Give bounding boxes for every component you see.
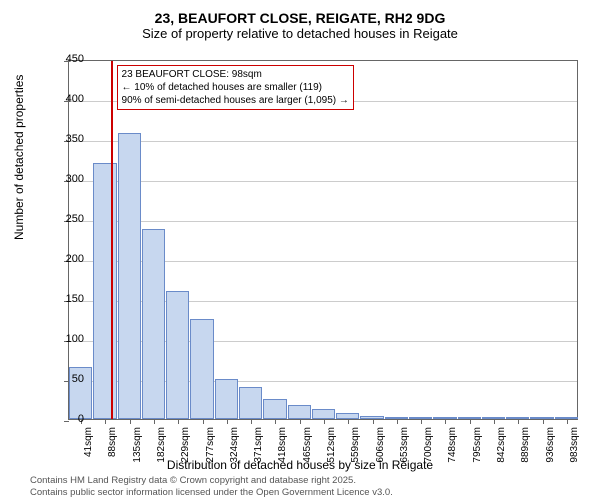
x-tick [543,419,544,424]
x-tick-label: 889sqm [520,427,531,477]
x-tick-label: 559sqm [350,427,361,477]
chart-subtitle: Size of property relative to detached ho… [0,26,600,47]
x-tick [324,419,325,424]
x-tick [518,419,519,424]
y-tick-label: 200 [44,253,84,265]
x-tick [227,419,228,424]
x-tick-label: 653sqm [399,427,410,477]
annotation-line: ← 10% of detached houses are smaller (11… [122,81,349,94]
x-tick [397,419,398,424]
x-tick-label: 371sqm [253,427,264,477]
x-tick [421,419,422,424]
x-tick [251,419,252,424]
attribution-line: Contains public sector information licen… [30,487,393,498]
histogram-bar [263,399,286,419]
x-tick [567,419,568,424]
x-tick [275,419,276,424]
chart-title: 23, BEAUFORT CLOSE, REIGATE, RH2 9DG [0,0,600,26]
x-tick-label: 418sqm [277,427,288,477]
x-tick-label: 324sqm [229,427,240,477]
annotation-box: 23 BEAUFORT CLOSE: 98sqm← 10% of detache… [117,65,354,110]
gridline [69,221,577,222]
x-tick-label: 465sqm [302,427,313,477]
gridline [69,181,577,182]
histogram-bar [93,163,116,419]
x-tick-label: 88sqm [107,427,118,477]
y-tick-label: 450 [44,53,84,65]
histogram-bar [190,319,213,419]
x-tick [130,419,131,424]
x-tick-label: 41sqm [83,427,94,477]
x-tick-label: 700sqm [423,427,434,477]
x-tick-label: 936sqm [545,427,556,477]
x-tick [373,419,374,424]
gridline [69,141,577,142]
histogram-bar [166,291,189,419]
y-axis-label: Number of detached properties [12,75,26,240]
y-tick-label: 150 [44,293,84,305]
x-tick-label: 983sqm [569,427,580,477]
plot-area: 23 BEAUFORT CLOSE: 98sqm← 10% of detache… [68,60,578,420]
x-tick-label: 795sqm [472,427,483,477]
x-tick-label: 512sqm [326,427,337,477]
x-tick [105,419,106,424]
histogram-bar [239,387,262,419]
x-tick-label: 842sqm [496,427,507,477]
histogram-bar [288,405,311,419]
x-tick [154,419,155,424]
y-tick-label: 400 [44,93,84,105]
x-tick-label: 182sqm [156,427,167,477]
marker-line [111,61,113,419]
y-tick-label: 300 [44,173,84,185]
annotation-line: 90% of semi-detached houses are larger (… [122,94,349,107]
x-tick [445,419,446,424]
chart-area: 23 BEAUFORT CLOSE: 98sqm← 10% of detache… [68,60,578,420]
y-tick-label: 250 [44,213,84,225]
y-tick-label: 0 [44,413,84,425]
histogram-bar [215,379,238,419]
x-tick [178,419,179,424]
annotation-line: 23 BEAUFORT CLOSE: 98sqm [122,68,349,81]
histogram-bar [118,133,141,419]
y-tick-label: 50 [44,373,84,385]
x-tick-label: 229sqm [180,427,191,477]
x-tick [203,419,204,424]
x-tick-label: 606sqm [375,427,386,477]
x-tick [300,419,301,424]
chart-container: 23, BEAUFORT CLOSE, REIGATE, RH2 9DG Siz… [0,0,600,500]
y-tick-label: 350 [44,133,84,145]
x-tick-label: 135sqm [132,427,143,477]
attribution-text: Contains HM Land Registry data © Crown c… [30,475,393,498]
x-tick [470,419,471,424]
y-tick-label: 100 [44,333,84,345]
histogram-bar [142,229,165,419]
x-tick [494,419,495,424]
histogram-bar [312,409,335,419]
x-tick-label: 277sqm [205,427,216,477]
x-tick-label: 748sqm [447,427,458,477]
x-tick [348,419,349,424]
